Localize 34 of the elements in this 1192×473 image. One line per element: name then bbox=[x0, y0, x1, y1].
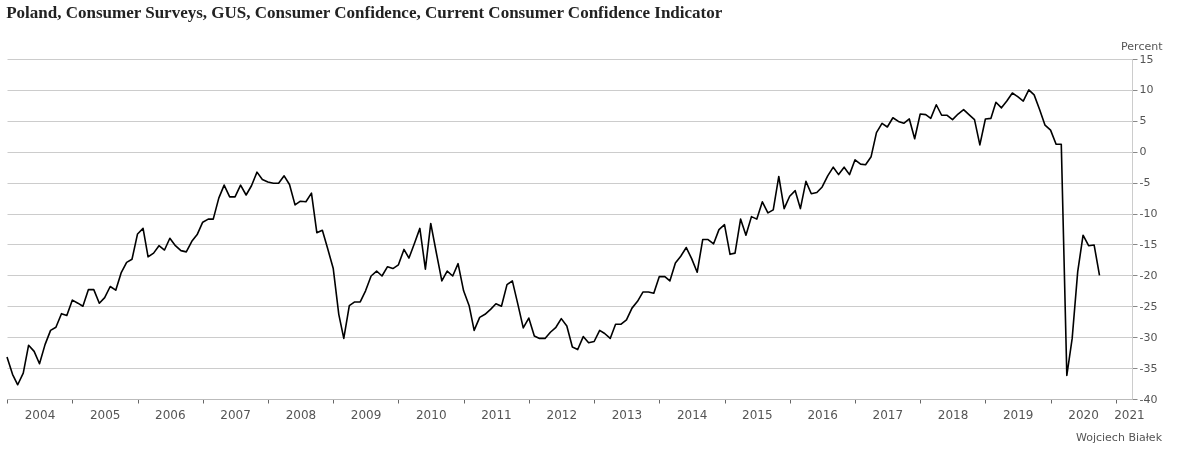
x-tick-label: 2015 bbox=[742, 407, 773, 422]
y-tick-label: 15 bbox=[1139, 52, 1154, 66]
x-tick-label: 2019 bbox=[1002, 407, 1034, 422]
x-tick-label: 2016 bbox=[807, 407, 838, 422]
y-tick-label: -20 bbox=[1139, 268, 1158, 282]
y-tick-label: -25 bbox=[1139, 299, 1158, 313]
x-tick-label: 2020 bbox=[1068, 407, 1099, 422]
x-tick-label: 2005 bbox=[89, 407, 121, 422]
chart-title: Poland, Consumer Surveys, GUS, Consumer Confidence, Current Consumer Confidence Indicator bbox=[6, 3, 723, 22]
y-tick-label: 0 bbox=[1139, 145, 1147, 159]
text: Wojciech Białek bbox=[1075, 431, 1163, 444]
y-tick-label: -5 bbox=[1139, 176, 1151, 190]
y-axis-title: Percent bbox=[1121, 39, 1164, 53]
x-tick-label: 2009 bbox=[350, 407, 382, 422]
x-tick-label: 2007 bbox=[220, 407, 251, 422]
x-tick-label: 2013 bbox=[611, 407, 643, 422]
y-tick-label: 5 bbox=[1139, 114, 1147, 128]
x-tick-label: 2006 bbox=[155, 407, 186, 422]
line-series bbox=[6, 89, 1101, 386]
y-tick-label: -30 bbox=[1139, 330, 1158, 344]
x-tick-label: 2021 bbox=[1114, 407, 1145, 422]
y-tick-label: -10 bbox=[1139, 207, 1158, 221]
y-tick-label: -35 bbox=[1139, 361, 1158, 375]
y-tick-label: -15 bbox=[1139, 237, 1158, 251]
x-tick-label: 2010 bbox=[415, 407, 447, 422]
x-tick-label: 2008 bbox=[285, 407, 317, 422]
x-tick-label: 2018 bbox=[937, 407, 969, 422]
x-tick-label: 2012 bbox=[546, 407, 578, 422]
x-tick-label: 2004 bbox=[24, 407, 56, 422]
y-tick-label: -40 bbox=[1139, 392, 1158, 406]
y-tick-label: 10 bbox=[1139, 83, 1154, 97]
x-tick-label: 2014 bbox=[676, 407, 708, 422]
x-tick-label: 2011 bbox=[481, 407, 512, 422]
x-tick-label: 2017 bbox=[872, 407, 904, 422]
